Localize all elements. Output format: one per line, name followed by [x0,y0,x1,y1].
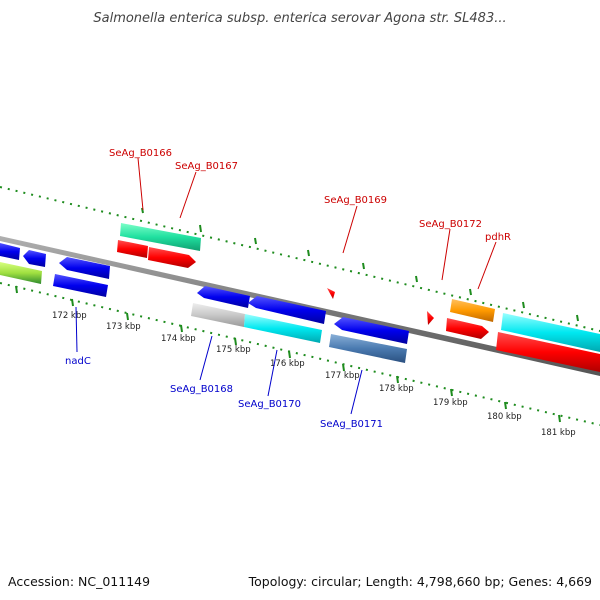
gene-label-pdhr[interactable]: pdhR [485,232,511,243]
forward-strand-features [117,223,600,372]
tick-label-181: 181 kbp [541,428,576,438]
tick-label-180: 180 kbp [487,412,522,422]
gene-label-nadc[interactable]: nadC [65,356,91,367]
gene-feature[interactable] [191,303,245,327]
gene-feature[interactable] [496,332,600,372]
gene-feature[interactable] [53,274,108,297]
gene-feature[interactable] [148,247,196,268]
gene-feature[interactable] [327,288,335,299]
bottom-gene-labels: nadC SeAg_B0168 SeAg_B0170 SeAg_B0171 [65,306,383,430]
gene-feature[interactable] [117,240,148,258]
reverse-strand-features [0,243,409,363]
gene-label-seag-b0171[interactable]: SeAg_B0171 [320,419,383,430]
gene-label-seag-b0168[interactable]: SeAg_B0168 [170,384,233,395]
genome-summary-text: Topology: circular; Length: 4,798,660 bp… [248,574,592,589]
gene-feature[interactable] [0,262,42,284]
tick-label-175: 175 kbp [216,345,251,355]
ruler-tick-labels: 172 kbp 173 kbp 174 kbp 175 kbp 176 kbp … [52,311,576,438]
gene-feature[interactable] [0,243,20,260]
gene-feature[interactable] [446,318,489,339]
tick-label-173: 173 kbp [106,322,141,332]
top-gene-labels: SeAg_B0166 SeAg_B0167 SeAg_B0169 SeAg_B0… [109,148,511,290]
map-title: Salmonella enterica subsp. enterica sero… [93,11,506,26]
gene-feature[interactable] [450,299,495,322]
tick-label-172: 172 kbp [52,311,87,321]
gene-feature[interactable] [427,311,434,325]
gene-feature[interactable] [59,257,110,279]
gene-feature[interactable] [120,223,201,251]
accession-text: Accession: NC_011149 [8,574,150,589]
gene-label-seag-b0166[interactable]: SeAg_B0166 [109,148,172,159]
gene-feature[interactable] [197,286,250,308]
tick-label-174: 174 kbp [161,334,196,344]
inner-tick-ring [0,282,600,426]
outer-tick-ring [0,186,600,332]
gene-feature[interactable] [334,317,409,344]
gene-feature[interactable] [501,313,600,352]
tick-label-178: 178 kbp [379,384,414,394]
gene-feature[interactable] [23,250,46,267]
gene-label-seag-b0172[interactable]: SeAg_B0172 [419,219,482,230]
gene-feature[interactable] [329,334,407,363]
gene-label-seag-b0169[interactable]: SeAg_B0169 [324,195,387,206]
gene-feature[interactable] [244,314,322,343]
gene-feature[interactable] [248,296,326,324]
tick-label-176: 176 kbp [270,359,305,369]
gene-label-seag-b0167[interactable]: SeAg_B0167 [175,161,238,172]
tick-label-177: 177 kbp [325,371,360,381]
tick-label-179: 179 kbp [433,398,468,408]
gene-label-seag-b0170[interactable]: SeAg_B0170 [238,399,301,410]
